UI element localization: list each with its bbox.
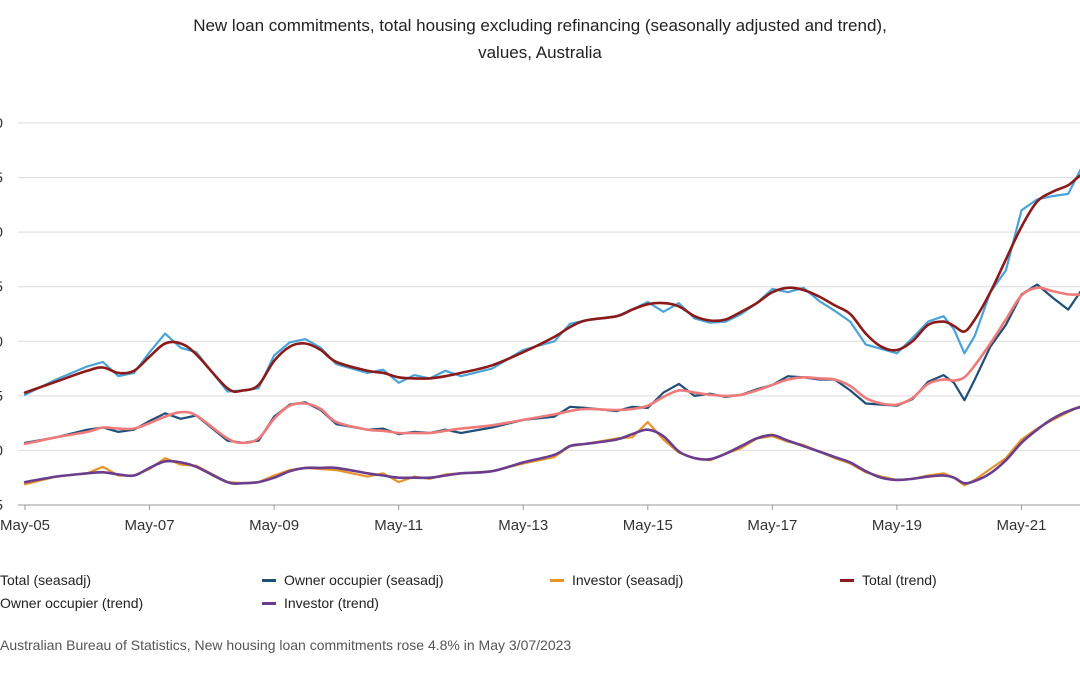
y-axis-labels: 0 5 0 5 0 5 0 5 (0, 115, 3, 514)
grid-lines (18, 122, 1080, 506)
x-tick-label: May-11 (374, 517, 423, 534)
y-tick-label: 0 (0, 115, 3, 132)
x-axis-labels: May-05 May-07 May-09 May-11 May-13 May-15 May-… (0, 505, 1046, 534)
source-note: Australian Bureau of Statistics, New hou… (0, 637, 572, 653)
y-tick-label: 5 (0, 388, 3, 405)
legend-item: Owner occupier (trend) (0, 594, 143, 612)
series-line-total-trend (23, 174, 1080, 394)
chart-title-block: New loan commitments, total housing excl… (0, 12, 1080, 66)
chart-subtitle: values, Australia (478, 43, 602, 62)
series-line-investor-trend (23, 405, 1080, 485)
y-tick-label: 0 (0, 442, 3, 459)
x-tick-label: May-17 (747, 517, 797, 534)
chart-title: New loan commitments, total housing excl… (193, 16, 887, 35)
y-tick-label: 0 (0, 224, 3, 241)
x-tick-label: May-05 (0, 517, 50, 534)
legend-label: Owner occupier (seasadj) (284, 572, 444, 588)
series-line-total-seasadj (23, 168, 1080, 396)
legend-swatch (840, 578, 854, 582)
legend-item: Total (trend) (840, 571, 937, 589)
y-tick-label: 5 (0, 170, 3, 187)
x-tick-label: May-19 (872, 517, 922, 534)
legend-item: Total (seasadj) (0, 571, 91, 589)
legend-label: Investor (seasadj) (572, 572, 684, 588)
x-tick-label: May-07 (125, 517, 175, 534)
line-chart: 05050505 May-05May-07May-09May-11May-13M… (0, 115, 1080, 534)
series-line-owner-occupier-seasadj (23, 283, 1080, 444)
x-tick-label: May-09 (249, 517, 299, 534)
x-tick-label: May-15 (623, 517, 673, 534)
y-tick-label: 0 (0, 333, 3, 350)
legend-label: Total (seasadj) (0, 572, 92, 588)
legend-swatch (262, 601, 276, 605)
y-tick-label: 5 (0, 497, 3, 514)
series-lines (23, 168, 1080, 487)
series-line-owner-occupier-trend (23, 286, 1080, 446)
legend-label: Investor (trend) (284, 595, 379, 611)
legend-item: Investor (trend) (262, 594, 379, 612)
legend-swatch (550, 578, 564, 582)
y-tick-label: 5 (0, 279, 3, 296)
legend: Total (seasadj) Owner occupier (seasadj) I… (0, 565, 1080, 615)
legend-item: Investor (seasadj) (550, 571, 683, 589)
legend-swatch (262, 578, 276, 582)
legend-label: Owner occupier (trend) (0, 595, 144, 611)
x-tick-label: May-21 (996, 517, 1046, 534)
legend-label: Total (trend) (862, 572, 937, 588)
x-tick-label: May-13 (498, 517, 548, 534)
legend-item: Owner occupier (seasadj) (262, 571, 444, 589)
